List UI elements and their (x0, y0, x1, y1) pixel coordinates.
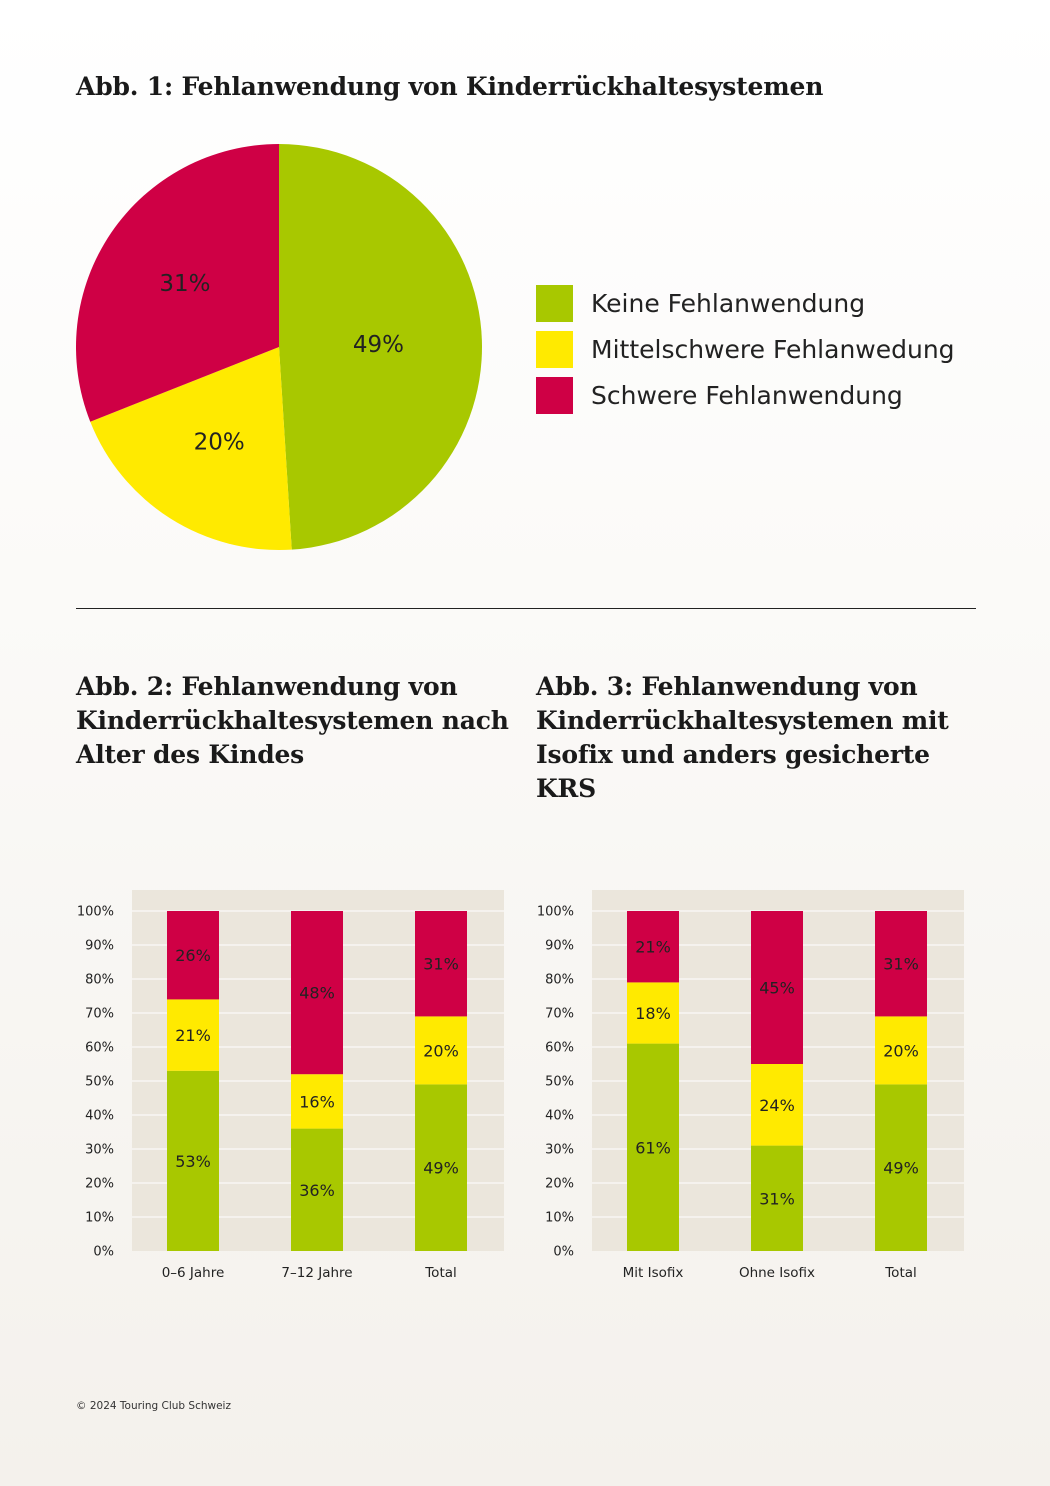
y-tick-label: 60% (85, 1041, 114, 1056)
bar-segment-mittelschwere (415, 1016, 467, 1085)
y-tick-label: 100% (77, 905, 114, 920)
bar-segment-keine (415, 1084, 467, 1251)
y-tick-label: 30% (545, 1143, 574, 1158)
legend-item-keine: Keine Fehlanwendung (536, 280, 955, 326)
legend-swatch-red (536, 376, 573, 414)
bar-segment-schwere (415, 911, 467, 1017)
y-tick-label: 0% (93, 1245, 114, 1260)
y-tick-label: 100% (537, 905, 574, 920)
section-divider (76, 608, 976, 609)
y-tick-label: 40% (545, 1109, 574, 1124)
stacked-bar-chart-isofix: 0% 10% 20% 30% 40% 50% 60% 70% 80% 90% 100% 61% 18% 2… (537, 890, 964, 1281)
y-tick-label: 90% (85, 939, 114, 954)
bar-value-label: 48% (299, 984, 335, 1003)
bar-segment-keine (751, 1145, 803, 1251)
y-tick-label: 30% (85, 1143, 114, 1158)
y-tick-label: 80% (85, 973, 114, 988)
legend-item-schwere: Schwere Fehlanwendung (536, 372, 955, 418)
y-tick-label: 50% (85, 1075, 114, 1090)
x-category-label: Ohne Isofix (739, 1265, 815, 1281)
bar-value-label: 24% (759, 1096, 795, 1115)
bar-segment-mittelschwere (751, 1064, 803, 1146)
bar-value-label: 45% (759, 979, 795, 998)
bar-value-label: 26% (175, 946, 211, 965)
bar-value-label: 49% (883, 1159, 919, 1178)
y-tick-label: 70% (85, 1007, 114, 1022)
y-tick-label: 40% (85, 1109, 114, 1124)
bar-value-label: 16% (299, 1092, 335, 1111)
pie-legend: Keine Fehlanwendung Mittelschwere Fehlan… (536, 280, 955, 418)
x-category-label: Total (424, 1265, 457, 1281)
bar-segment-schwere (627, 911, 679, 983)
bar-value-label: 18% (635, 1004, 671, 1023)
y-tick-label: 90% (545, 939, 574, 954)
bar-value-label: 61% (635, 1138, 671, 1157)
pie-value-label: 31% (159, 271, 210, 297)
bar-value-label: 21% (635, 938, 671, 957)
bar-segment-schwere (875, 911, 927, 1017)
stacked-bar-chart-age: 0% 10% 20% 30% 40% 50% 60% 70% 80% 90% 100% 53% 21% 2… (77, 890, 504, 1281)
legend-item-mittelschwere: Mittelschwere Fehlanwedung (536, 326, 955, 372)
legend-label: Keine Fehlanwendung (591, 288, 866, 318)
y-tick-label: 70% (545, 1007, 574, 1022)
bar-segment-mittelschwere (875, 1016, 927, 1085)
bar-value-label: 21% (175, 1026, 211, 1045)
bar-value-label: 49% (423, 1159, 459, 1178)
pie-value-label: 49% (353, 332, 404, 358)
copyright-footer: © 2024 Touring Club Schweiz (76, 1400, 231, 1412)
bar-segment-keine (167, 1070, 219, 1251)
bar-segment-keine (875, 1084, 927, 1251)
bar-segment-schwere (751, 911, 803, 1064)
y-tick-label: 0% (553, 1245, 574, 1260)
pie-value-label: 20% (194, 429, 245, 455)
x-category-label: Mit Isofix (623, 1265, 684, 1281)
pie-chart: 49% 20% 31% (76, 144, 482, 550)
bar-value-label: 31% (423, 955, 459, 974)
figure-1-title: Abb. 1: Fehlanwendung von Kinderrückhalt… (76, 72, 824, 101)
legend-label: Schwere Fehlanwendung (591, 380, 903, 410)
bar-value-label: 20% (883, 1041, 919, 1060)
bar-segment-mittelschwere (291, 1074, 343, 1129)
legend-swatch-green (536, 284, 573, 322)
y-tick-label: 20% (85, 1177, 114, 1192)
pie-slice-mittelschwere (90, 347, 292, 550)
y-tick-label: 10% (85, 1211, 114, 1226)
legend-label: Mittelschwere Fehlanwedung (591, 334, 955, 364)
legend-swatch-yellow (536, 330, 573, 368)
bar-segment-keine (627, 1043, 679, 1251)
bar-value-label: 20% (423, 1041, 459, 1060)
bar-value-label: 31% (759, 1189, 795, 1208)
pie-slice-schwere (76, 144, 279, 422)
x-category-label: Total (884, 1265, 917, 1281)
y-tick-label: 20% (545, 1177, 574, 1192)
x-category-label: 0–6 Jahre (162, 1265, 225, 1281)
bar-segment-mittelschwere (627, 982, 679, 1044)
x-category-label: 7–12 Jahre (281, 1265, 352, 1281)
bar-segment-keine (291, 1128, 343, 1251)
y-tick-label: 80% (545, 973, 574, 988)
bar-value-label: 36% (299, 1181, 335, 1200)
bar-value-label: 53% (175, 1152, 211, 1171)
bar-segment-schwere (291, 911, 343, 1075)
bar-value-label: 31% (883, 955, 919, 974)
bar-segment-mittelschwere (167, 999, 219, 1071)
bar-segment-schwere (167, 911, 219, 1000)
pie-slice-keine (279, 144, 482, 550)
figure-2-title: Abb. 2: Fehlanwendung von Kinderrückhalt… (76, 672, 509, 769)
y-tick-label: 50% (545, 1075, 574, 1090)
figure-3-title: Abb. 3: Fehlanwendung von Kinderrückhalt… (536, 672, 949, 803)
y-tick-label: 10% (545, 1211, 574, 1226)
y-tick-label: 60% (545, 1041, 574, 1056)
